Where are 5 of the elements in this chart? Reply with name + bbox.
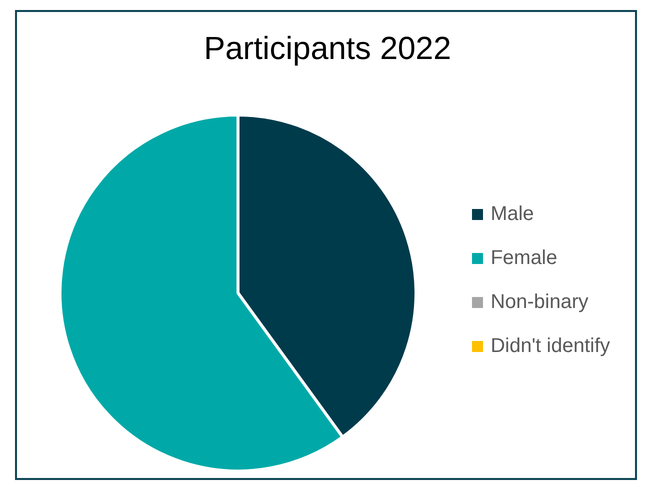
- legend-label: Female: [490, 247, 558, 269]
- chart-title: Participants 2022: [202, 30, 452, 67]
- legend-label: Non-binary: [490, 291, 588, 313]
- legend-label: Male: [490, 203, 534, 225]
- legend-label: Didn't identify: [490, 335, 610, 357]
